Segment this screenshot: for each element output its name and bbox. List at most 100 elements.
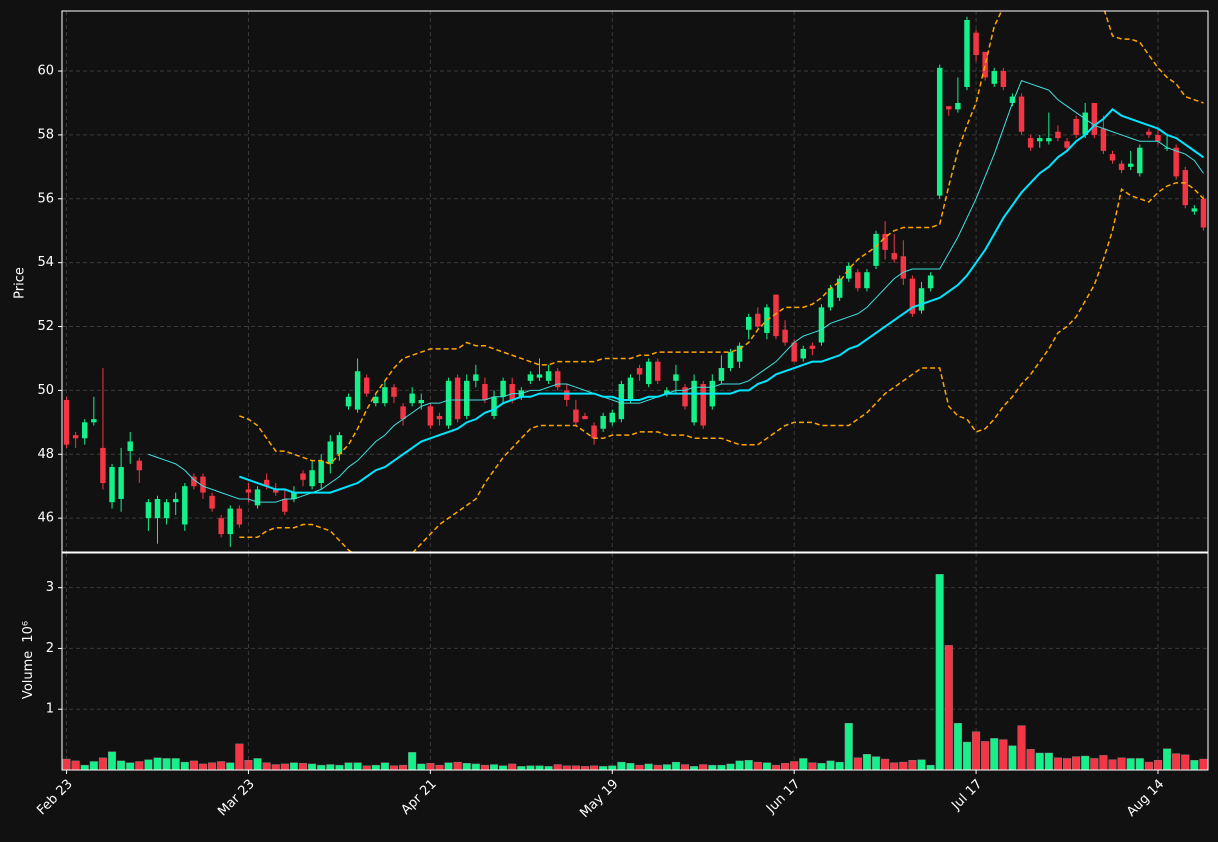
volume-bar: [353, 762, 362, 770]
candle-body: [818, 307, 825, 343]
candle-body: [618, 384, 625, 420]
volume-bar: [953, 722, 962, 770]
candle-body: [391, 387, 397, 397]
candle-body: [1018, 96, 1025, 132]
candle-body: [554, 371, 561, 388]
volume-bar: [853, 757, 862, 770]
volume-bar: [80, 764, 89, 770]
y-tick-label: 46: [37, 511, 54, 526]
volume-bar: [735, 760, 744, 770]
candle-body: [427, 406, 434, 426]
volume-bar: [1190, 760, 1199, 770]
candle-body: [573, 409, 579, 423]
volume-bar: [553, 764, 562, 770]
volume-bar: [635, 764, 644, 770]
candle-body: [1200, 198, 1207, 228]
volume-bar: [426, 763, 435, 770]
candle-body: [263, 479, 270, 487]
volume-bar: [1181, 754, 1190, 770]
candle-body: [1146, 131, 1152, 135]
candle-body: [109, 467, 115, 503]
volume-bar: [517, 766, 526, 770]
candle-body: [1137, 147, 1143, 174]
candle-body: [846, 265, 852, 279]
candle-body: [63, 399, 70, 445]
candle-body: [318, 460, 324, 484]
candle-body: [418, 399, 424, 404]
candle-body: [609, 412, 615, 423]
volume-bar: [490, 764, 499, 770]
candle-body: [91, 419, 97, 423]
candle-body: [72, 435, 79, 439]
volume-bar: [453, 761, 462, 770]
volume-bar: [708, 764, 717, 770]
volume-bar: [408, 752, 417, 770]
candle-body: [600, 415, 606, 429]
volume-bar: [544, 766, 553, 770]
volume-bar: [462, 763, 471, 770]
volume-bar: [717, 764, 726, 770]
volume-bar: [435, 764, 444, 770]
volume-bar: [1135, 758, 1144, 770]
candle-body: [918, 288, 925, 311]
volume-bar: [162, 758, 171, 770]
candle-body: [782, 329, 788, 343]
price-frame: [61, 10, 1209, 553]
candle-body: [891, 253, 897, 260]
volume-bar: [508, 763, 517, 770]
candle-body: [1009, 96, 1016, 103]
candle-body: [800, 348, 806, 359]
volume-bar: [371, 764, 380, 770]
candle-body: [1118, 163, 1125, 171]
volume-bar: [117, 760, 126, 770]
candle-body: [873, 233, 879, 266]
candle-body: [491, 396, 497, 416]
y-tick-label: 1: [46, 702, 54, 717]
candle-body: [700, 384, 706, 426]
volume-bar: [480, 764, 489, 770]
candle-body: [172, 498, 179, 503]
candle-body: [900, 256, 907, 279]
volume-bar: [198, 763, 207, 770]
candle-body: [127, 441, 133, 452]
y-tick-label: 60: [37, 64, 54, 79]
candle-body: [691, 380, 697, 423]
volume-bar: [799, 758, 808, 770]
price-axis-label: Price: [13, 267, 28, 299]
volume-bar: [126, 762, 135, 770]
volume-bar: [253, 758, 262, 770]
candle-body: [991, 71, 997, 84]
candle-body: [727, 352, 734, 369]
candle-body: [736, 345, 743, 362]
candle-body: [1173, 147, 1179, 177]
volume-bar: [208, 762, 217, 770]
candle-body: [191, 476, 197, 487]
volume-bar: [753, 761, 762, 770]
candle-body: [218, 518, 224, 535]
candle-body: [591, 425, 597, 439]
volume-bar: [171, 758, 180, 770]
candle-body: [136, 460, 143, 471]
y-tick-label: 48: [37, 447, 54, 462]
candle-body: [955, 102, 961, 110]
volume-bar: [389, 765, 398, 770]
candle-body: [400, 406, 406, 420]
volume-axis-label: Volume 10⁶: [21, 621, 36, 699]
candle-body: [464, 380, 470, 416]
volume-frame: [61, 552, 1209, 771]
volume-bar: [908, 760, 917, 770]
volume-bar: [471, 763, 480, 770]
candle-body: [1091, 102, 1098, 135]
volume-bar: [217, 761, 226, 770]
volume-bar: [262, 762, 271, 770]
candle-body: [1027, 138, 1034, 148]
volume-bar: [944, 645, 953, 770]
volume-bar: [1172, 753, 1181, 770]
volume-bar: [1081, 755, 1090, 770]
volume-bar: [280, 763, 289, 770]
volume-bar: [962, 741, 971, 770]
volume-bar: [499, 765, 508, 770]
volume-bar: [990, 738, 999, 770]
y-tick-label: 58: [37, 127, 54, 142]
volume-bar: [89, 761, 98, 770]
